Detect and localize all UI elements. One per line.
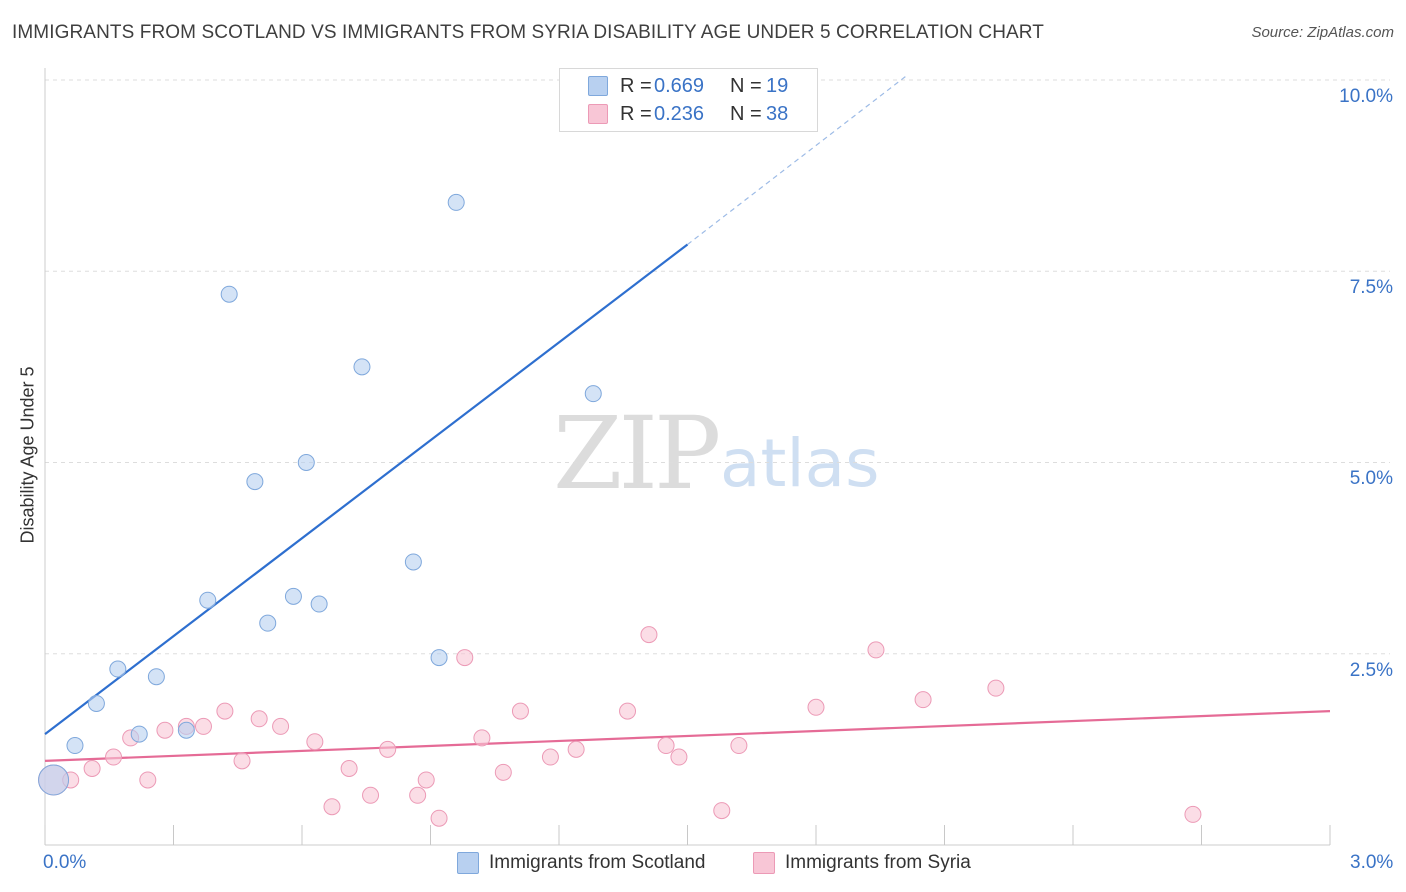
syria-point bbox=[914, 691, 932, 709]
r-label: R = bbox=[620, 74, 652, 97]
scotland-point bbox=[177, 721, 195, 739]
syria-point bbox=[1184, 805, 1202, 823]
syria-point bbox=[250, 710, 268, 728]
syria-point bbox=[807, 698, 825, 716]
scotland-point bbox=[310, 595, 328, 613]
syria-point bbox=[216, 702, 234, 720]
syria-point bbox=[730, 737, 748, 755]
x-tick-label: 3.0% bbox=[1350, 852, 1394, 873]
n-value: 19 bbox=[766, 74, 789, 97]
n-label: N = bbox=[730, 74, 762, 97]
data-points bbox=[38, 193, 1202, 827]
scotland-point bbox=[404, 553, 422, 571]
scotland-point bbox=[353, 358, 371, 376]
r-value: 0.669 bbox=[654, 74, 705, 97]
correlation-legend: R = 0.669 N = 19 R = 0.236 N = 38 bbox=[559, 68, 818, 132]
legend-label: Immigrants from Syria bbox=[785, 852, 971, 873]
y-tick-label: 2.5% bbox=[1349, 660, 1393, 681]
trendline-scotland bbox=[44, 243, 689, 735]
scotland-point bbox=[87, 694, 105, 712]
syria-point bbox=[362, 786, 380, 804]
y-tick-label: 10.0% bbox=[1339, 86, 1393, 107]
scotland-point bbox=[66, 737, 84, 755]
syria-point bbox=[83, 760, 101, 777]
legend-swatch-scotland bbox=[457, 852, 479, 874]
syria-point bbox=[306, 733, 324, 751]
syria-point bbox=[494, 763, 512, 781]
syria-point bbox=[867, 641, 885, 659]
syria-point bbox=[340, 760, 358, 777]
syria-point bbox=[139, 771, 157, 789]
scotland-point bbox=[430, 649, 448, 667]
syria-point bbox=[567, 740, 585, 758]
syria-point bbox=[272, 717, 290, 735]
r-label: R = bbox=[620, 102, 652, 125]
syria-point bbox=[619, 702, 637, 720]
scotland-point bbox=[199, 591, 217, 609]
gridlines bbox=[45, 79, 1390, 655]
legend-item-syria[interactable]: Immigrants from Syria bbox=[753, 852, 971, 874]
legend-swatch-syria bbox=[588, 104, 608, 124]
n-value: 38 bbox=[766, 102, 789, 125]
syria-point bbox=[670, 748, 688, 766]
trendlines bbox=[44, 75, 1331, 762]
syria-point bbox=[409, 786, 427, 804]
r-value: 0.236 bbox=[654, 102, 705, 125]
syria-point bbox=[323, 798, 341, 816]
syria-point bbox=[657, 737, 675, 755]
syria-point bbox=[194, 717, 212, 735]
scotland-point bbox=[109, 660, 127, 678]
syria-point bbox=[987, 679, 1005, 697]
syria-point bbox=[511, 702, 529, 720]
syria-point bbox=[541, 748, 559, 766]
scotland-point bbox=[259, 614, 277, 632]
source-label: Source: ZipAtlas.com bbox=[1251, 24, 1394, 41]
syria-point bbox=[105, 748, 123, 766]
y-axis-label: Disability Age Under 5 bbox=[17, 366, 38, 544]
trendline-syria bbox=[44, 710, 1331, 762]
chart-title: IMMIGRANTS FROM SCOTLAND VS IMMIGRANTS F… bbox=[12, 22, 1044, 43]
scotland-point bbox=[38, 764, 70, 796]
y-tick-label: 7.5% bbox=[1349, 277, 1393, 298]
scotland-point bbox=[447, 193, 465, 211]
watermark-atlas: atlas bbox=[720, 425, 880, 502]
syria-point bbox=[156, 721, 174, 739]
legend-swatch-scotland bbox=[588, 76, 608, 96]
axes bbox=[44, 68, 1331, 846]
syria-point bbox=[713, 802, 731, 820]
syria-point bbox=[640, 626, 658, 644]
scotland-point bbox=[246, 473, 264, 491]
n-label: N = bbox=[730, 102, 762, 125]
syria-point bbox=[456, 649, 474, 667]
scotland-point bbox=[284, 587, 302, 605]
syria-point bbox=[233, 752, 251, 770]
syria-point bbox=[417, 771, 435, 789]
y-tick-label: 5.0% bbox=[1349, 468, 1393, 489]
scotland-point bbox=[297, 454, 315, 471]
scotland-point bbox=[584, 385, 602, 403]
scotland-point bbox=[130, 725, 148, 743]
legend-label: Immigrants from Scotland bbox=[489, 852, 706, 873]
syria-point bbox=[430, 809, 448, 827]
legend-swatch-syria bbox=[753, 852, 775, 874]
watermark-zip: ZIP bbox=[553, 395, 721, 512]
legend-item-scotland[interactable]: Immigrants from Scotland bbox=[457, 852, 705, 874]
scotland-point bbox=[220, 285, 238, 303]
x-tick-label: 0.0% bbox=[43, 852, 87, 873]
syria-point bbox=[379, 740, 397, 758]
scotland-point bbox=[147, 668, 165, 686]
syria-point bbox=[473, 729, 491, 747]
trendline-scotland-extension bbox=[687, 75, 907, 245]
